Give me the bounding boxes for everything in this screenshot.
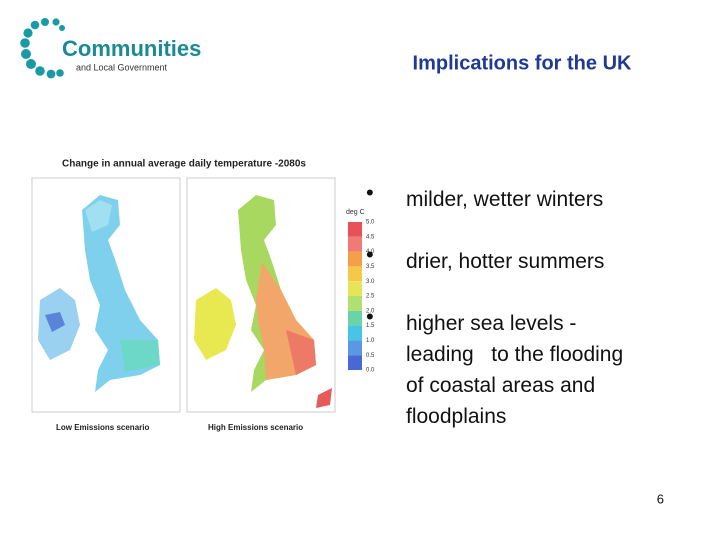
legend-tick-label: 3.5 xyxy=(366,264,375,270)
bullet-dot: • xyxy=(366,304,374,329)
bullet-line: drier, hotter summers xyxy=(406,250,605,273)
bullet-line: floodplains xyxy=(406,405,507,428)
logo-mark xyxy=(20,18,65,79)
page-number: 6 xyxy=(657,491,664,506)
bullet-line: leading to the flooding xyxy=(406,343,624,366)
legend-tick-label: 4.0 xyxy=(366,249,375,255)
bullet-dot: • xyxy=(366,180,374,205)
legend-tick-label: 0.5 xyxy=(366,353,375,359)
logo-title: Communities xyxy=(62,36,201,61)
logo-subtitle: and Local Government xyxy=(76,62,168,72)
legend: deg C 5.0 4.5 4.0 3.5 3.0 2.5 2.0 1.5 1.0 0.5 0.0 xyxy=(346,209,375,374)
slide-title: Implications for the UK xyxy=(413,52,632,74)
legend-tick-label: 1.0 xyxy=(366,338,375,344)
legend-swatch xyxy=(348,340,362,356)
legend-tick-label: 5.0 xyxy=(366,220,375,226)
map-caption: Low Emissions scenario xyxy=(56,423,149,432)
legend-tick-label: 2.0 xyxy=(366,308,375,314)
legend-swatch xyxy=(348,296,362,311)
legend-swatch xyxy=(348,236,362,252)
bullet-dot: • xyxy=(366,242,374,267)
legend-tick-label: 1.5 xyxy=(366,323,375,329)
legend-swatch xyxy=(348,281,362,296)
bullet-line: higher sea levels - xyxy=(406,312,577,335)
bullet-line: milder, wetter winters xyxy=(406,188,604,211)
bullet-text: higher sea levels - leading to the floodi… xyxy=(406,308,623,432)
legend-unit: deg C xyxy=(346,209,365,216)
map-caption: High Emissions scenario xyxy=(208,423,303,432)
legend-swatch xyxy=(348,310,362,326)
legend-swatch xyxy=(348,266,362,282)
legend-swatch xyxy=(348,222,362,237)
map-high xyxy=(194,195,332,408)
legend-tick-label: 0.0 xyxy=(366,368,375,374)
legend-tick-label: 3.0 xyxy=(366,279,375,285)
legend-swatch xyxy=(348,355,362,370)
legend-tick-label: 4.5 xyxy=(366,234,375,240)
map-low xyxy=(38,195,160,392)
bullet-text: drier, hotter summers xyxy=(406,246,604,277)
legend-tick-label: 2.5 xyxy=(366,294,375,300)
legend-swatch xyxy=(348,325,362,341)
legend-swatch xyxy=(348,251,362,267)
bullet-line: of coastal areas and xyxy=(406,374,596,397)
bullet-text: milder, wetter winters xyxy=(406,184,603,215)
figure-title: Change in annual average daily temperatu… xyxy=(62,159,306,170)
